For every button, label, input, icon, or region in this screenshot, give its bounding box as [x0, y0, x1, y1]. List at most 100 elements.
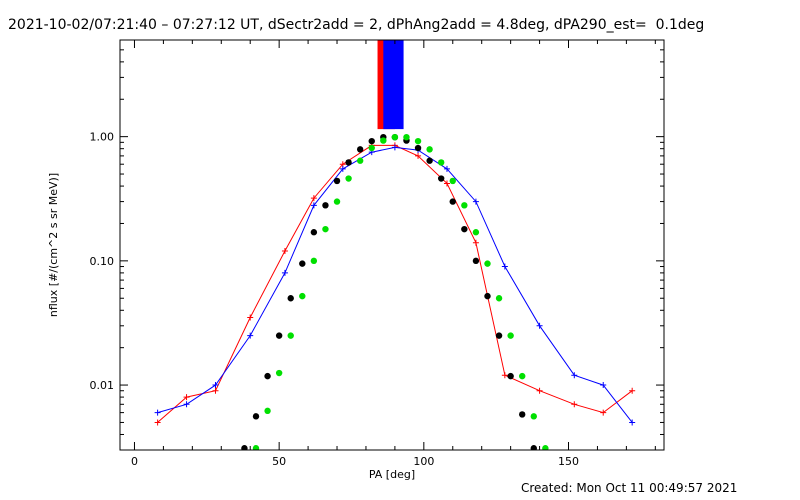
series-0 [154, 142, 636, 426]
x-tick-label: 50 [272, 455, 286, 468]
series-3-point [345, 175, 352, 182]
series-0-point [183, 394, 190, 401]
series-1-point [154, 409, 161, 416]
series-3-point [437, 159, 445, 166]
series-3-point [287, 332, 294, 339]
bar-1 [383, 40, 404, 130]
series-0-point [247, 314, 254, 321]
series-3-point [414, 137, 422, 145]
series-2-point [275, 332, 283, 339]
series-3-point [530, 413, 537, 420]
series-0-point [310, 195, 317, 202]
series-2-point [530, 445, 537, 450]
series-3-point [252, 445, 260, 450]
series-2-point [287, 295, 294, 302]
series-2-point [484, 292, 491, 300]
series-3-point [426, 146, 433, 153]
series-layer [154, 133, 636, 450]
series-3-point [368, 144, 375, 152]
series-0-point [472, 239, 479, 246]
bars-layer [377, 40, 404, 130]
series-0-point [281, 248, 288, 255]
chart-title: 2021-10-02/07:21:40 – 07:27:12 UT, dSect… [8, 17, 705, 33]
series-2 [241, 133, 537, 450]
series-1-point [472, 198, 479, 205]
series-2-point [437, 175, 445, 182]
series-3-point [472, 229, 480, 236]
series-3-point [403, 133, 410, 141]
series-1-point [536, 322, 543, 329]
series-0-point [415, 152, 422, 159]
series-3-point [322, 225, 329, 233]
series-3-point [519, 372, 526, 380]
series-1-point [212, 382, 219, 389]
series-2-point [426, 157, 433, 164]
series-1-point [247, 332, 254, 339]
series-3-point [380, 137, 387, 144]
y-axis-label: nflux [#/(cm^2 s sr MeV)] [47, 173, 60, 317]
series-0-point [571, 401, 578, 408]
series-3-point [391, 133, 399, 141]
series-1-point [443, 165, 450, 172]
series-0-point [212, 387, 219, 394]
series-3-point [461, 202, 468, 209]
series-2-point [322, 202, 329, 209]
series-1-point [310, 202, 317, 209]
series-3-point [299, 292, 306, 300]
series-2-point [333, 177, 341, 185]
series-3 [252, 133, 549, 450]
series-2-point [507, 372, 514, 380]
x-tick-label: 100 [413, 455, 434, 468]
series-1 [154, 144, 636, 426]
series-2-point [461, 225, 468, 233]
series-2-point [449, 198, 456, 205]
y-tick-label: 0.01 [90, 379, 115, 392]
axes-layer: 0 50 100 150 0.01 0.10 1.00 [90, 39, 664, 468]
series-2-point [241, 445, 248, 450]
series-0-point [536, 387, 543, 394]
series-3-point [449, 177, 456, 185]
series-3-point [275, 369, 283, 377]
series-1-line [157, 146, 633, 423]
series-2-point [519, 411, 526, 418]
series-2-point [264, 372, 271, 380]
series-3-point [495, 295, 503, 302]
series-2-point [299, 260, 306, 267]
series-3-point [310, 257, 318, 265]
y-tick-label: 0.10 [90, 255, 115, 268]
series-3-point [542, 445, 549, 450]
series-2-point [414, 144, 422, 152]
series-3-point [484, 260, 491, 267]
x-axis-label: PA [deg] [369, 468, 415, 481]
series-1-point [281, 269, 288, 276]
series-0-point [501, 372, 508, 379]
series-3-point [356, 157, 364, 164]
series-1-point [600, 382, 607, 389]
series-0-point [154, 419, 161, 426]
series-0-point [443, 180, 450, 187]
series-2-point [472, 257, 480, 265]
series-3-point [333, 198, 341, 205]
series-1-point [629, 419, 636, 426]
series-1-point [391, 144, 398, 151]
y-tick-label: 1.00 [90, 131, 115, 144]
series-3-point [264, 407, 271, 415]
series-2-point [495, 332, 503, 339]
series-1-point [571, 372, 578, 379]
x-tick-label: 0 [131, 455, 138, 468]
series-2-point [252, 413, 260, 420]
series-2-point [345, 159, 352, 166]
series-0-point [600, 409, 607, 416]
series-3-point [507, 332, 514, 339]
series-1-point [183, 401, 190, 408]
series-2-point [356, 146, 364, 153]
series-0-line [157, 144, 633, 423]
x-tick-label: 150 [558, 455, 579, 468]
series-0-point [629, 387, 636, 394]
series-2-point [310, 229, 318, 236]
series-2-point [368, 137, 375, 145]
plot-frame [119, 39, 665, 451]
series-1-point [339, 165, 346, 172]
created-timestamp: Created: Mon Oct 11 00:49:57 2021 [521, 481, 738, 495]
